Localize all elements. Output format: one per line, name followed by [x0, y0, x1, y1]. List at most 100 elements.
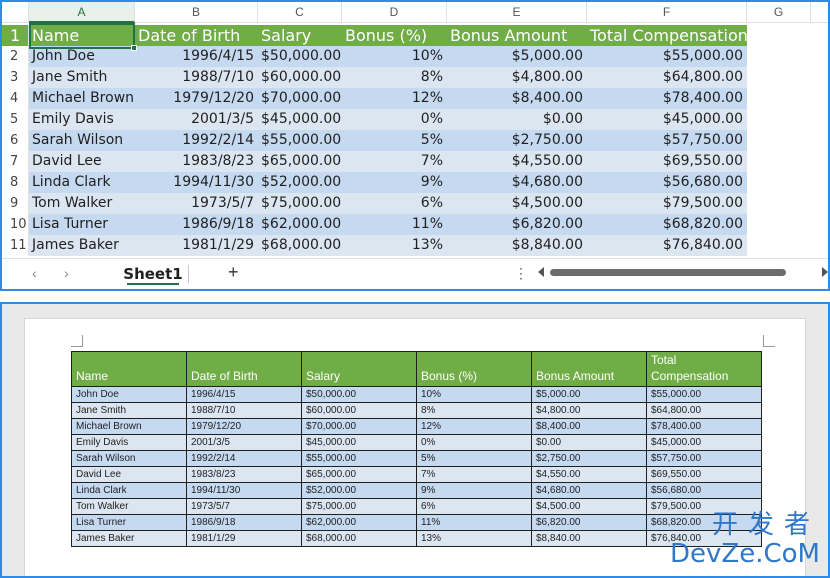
table-header-cell[interactable]: Total Compensation — [646, 351, 762, 387]
table-header-cell[interactable]: Date of Birth — [186, 351, 302, 387]
table-cell[interactable]: John Doe — [71, 386, 187, 403]
table-cell[interactable]: $4,680.00 — [531, 482, 647, 499]
table-header-cell[interactable]: Name — [71, 351, 187, 387]
table-cell[interactable]: 1983/8/23 — [186, 466, 302, 483]
column-header-c[interactable]: C — [258, 2, 342, 23]
table-cell[interactable]: 12% — [416, 418, 532, 435]
table-cell[interactable]: 1988/7/10 — [135, 67, 258, 88]
table-cell[interactable]: 1992/2/14 — [186, 450, 302, 467]
table-cell[interactable]: $4,550.00 — [531, 466, 647, 483]
table-cell[interactable]: $5,000.00 — [531, 386, 647, 403]
table-cell[interactable]: $62,000.00 — [301, 514, 417, 531]
table-cell[interactable]: $50,000.00 — [258, 46, 342, 67]
table-cell[interactable]: Michael Brown — [71, 418, 187, 435]
header-cell[interactable]: Bonus Amount — [447, 25, 587, 46]
horizontal-scrollbar[interactable] — [550, 269, 786, 276]
header-cell[interactable]: Total Compensation — [587, 25, 747, 46]
header-cell[interactable]: Bonus (%) — [342, 25, 447, 46]
table-cell[interactable]: 8% — [342, 67, 447, 88]
row-number[interactable]: 5 — [2, 109, 29, 130]
table-cell[interactable]: 1981/1/29 — [186, 530, 302, 547]
table-cell[interactable]: $69,550.00 — [646, 466, 762, 483]
table-cell[interactable]: 0% — [342, 109, 447, 130]
table-cell[interactable]: $2,750.00 — [531, 450, 647, 467]
table-cell[interactable]: $55,000.00 — [646, 386, 762, 403]
table-cell[interactable]: 2001/3/5 — [186, 434, 302, 451]
table-cell[interactable]: 13% — [416, 530, 532, 547]
table-header-cell[interactable]: Bonus (%) — [416, 351, 532, 387]
table-cell[interactable]: $55,000.00 — [258, 130, 342, 151]
table-cell[interactable]: $68,000.00 — [301, 530, 417, 547]
table-cell[interactable]: $45,000.00 — [301, 434, 417, 451]
table-cell[interactable]: Jane Smith — [29, 67, 135, 88]
header-cell[interactable]: Salary — [258, 25, 342, 46]
table-cell[interactable]: $78,400.00 — [646, 418, 762, 435]
table-cell[interactable]: Emily Davis — [29, 109, 135, 130]
table-cell[interactable]: John Doe — [29, 46, 135, 67]
header-cell[interactable]: Name — [29, 25, 135, 46]
table-cell[interactable]: Jane Smith — [71, 402, 187, 419]
table-cell[interactable]: Sarah Wilson — [71, 450, 187, 467]
scroll-right-icon[interactable] — [822, 267, 828, 277]
table-cell[interactable]: 1973/5/7 — [186, 498, 302, 515]
header-cell[interactable]: Date of Birth — [135, 25, 258, 46]
table-cell[interactable]: $45,000.00 — [646, 434, 762, 451]
table-header-cell[interactable]: Bonus Amount — [531, 351, 647, 387]
table-cell[interactable]: 7% — [342, 151, 447, 172]
table-cell[interactable]: 1988/7/10 — [186, 402, 302, 419]
table-cell[interactable]: 1979/12/20 — [186, 418, 302, 435]
table-cell[interactable]: $60,000.00 — [258, 67, 342, 88]
table-cell[interactable]: $55,000.00 — [587, 46, 747, 67]
document-table[interactable]: Name Date of Birth Salary Bonus (%) Bonus Am… — [71, 351, 762, 547]
table-cell[interactable]: $79,500.00 — [587, 193, 747, 214]
table-cell[interactable]: 1994/11/30 — [186, 482, 302, 499]
table-cell[interactable]: $68,820.00 — [587, 214, 747, 235]
table-cell[interactable]: $65,000.00 — [301, 466, 417, 483]
table-cell[interactable]: 2001/3/5 — [135, 109, 258, 130]
table-cell[interactable]: $4,500.00 — [531, 498, 647, 515]
table-cell[interactable]: $62,000.00 — [258, 214, 342, 235]
table-cell[interactable]: $50,000.00 — [301, 386, 417, 403]
sheet-tab-sheet1[interactable]: Sheet1 — [119, 261, 187, 287]
column-header-a[interactable]: A — [29, 2, 135, 23]
document-page[interactable]: Name Date of Birth Salary Bonus (%) Bonus Am… — [24, 318, 806, 576]
table-cell[interactable]: $69,550.00 — [587, 151, 747, 172]
add-sheet-button[interactable]: + — [228, 262, 239, 282]
table-cell[interactable]: Sarah Wilson — [29, 130, 135, 151]
select-all-corner[interactable] — [2, 2, 29, 23]
table-cell[interactable]: $70,000.00 — [258, 88, 342, 109]
table-cell[interactable]: $57,750.00 — [646, 450, 762, 467]
table-cell[interactable]: 8% — [416, 402, 532, 419]
table-cell[interactable]: 1983/8/23 — [135, 151, 258, 172]
table-cell[interactable]: $64,800.00 — [587, 67, 747, 88]
column-header-f[interactable]: F — [587, 2, 747, 23]
row-number[interactable]: 7 — [2, 151, 29, 172]
table-cell[interactable]: $8,840.00 — [447, 235, 587, 256]
table-cell[interactable]: $56,680.00 — [646, 482, 762, 499]
table-cell[interactable]: 6% — [342, 193, 447, 214]
table-cell[interactable]: 1981/1/29 — [135, 235, 258, 256]
table-cell[interactable]: 5% — [416, 450, 532, 467]
table-cell[interactable]: David Lee — [71, 466, 187, 483]
column-header-d[interactable]: D — [342, 2, 447, 23]
table-cell[interactable]: $6,820.00 — [531, 514, 647, 531]
table-cell[interactable]: $52,000.00 — [301, 482, 417, 499]
row-number[interactable]: 1 — [2, 25, 29, 46]
table-cell[interactable]: $52,000.00 — [258, 172, 342, 193]
table-cell[interactable]: $0.00 — [447, 109, 587, 130]
table-cell[interactable]: 1979/12/20 — [135, 88, 258, 109]
table-cell[interactable]: 5% — [342, 130, 447, 151]
row-number[interactable]: 11 — [2, 235, 29, 256]
table-cell[interactable]: $76,840.00 — [646, 530, 762, 547]
table-cell[interactable]: 11% — [342, 214, 447, 235]
table-cell[interactable]: $4,680.00 — [447, 172, 587, 193]
fill-handle[interactable] — [131, 45, 137, 51]
table-cell[interactable]: 13% — [342, 235, 447, 256]
table-cell[interactable]: Michael Brown — [29, 88, 135, 109]
table-cell[interactable]: James Baker — [29, 235, 135, 256]
table-cell[interactable]: $2,750.00 — [447, 130, 587, 151]
row-number[interactable]: 3 — [2, 67, 29, 88]
table-cell[interactable]: $4,550.00 — [447, 151, 587, 172]
table-cell[interactable]: 11% — [416, 514, 532, 531]
table-cell[interactable]: 1992/2/14 — [135, 130, 258, 151]
